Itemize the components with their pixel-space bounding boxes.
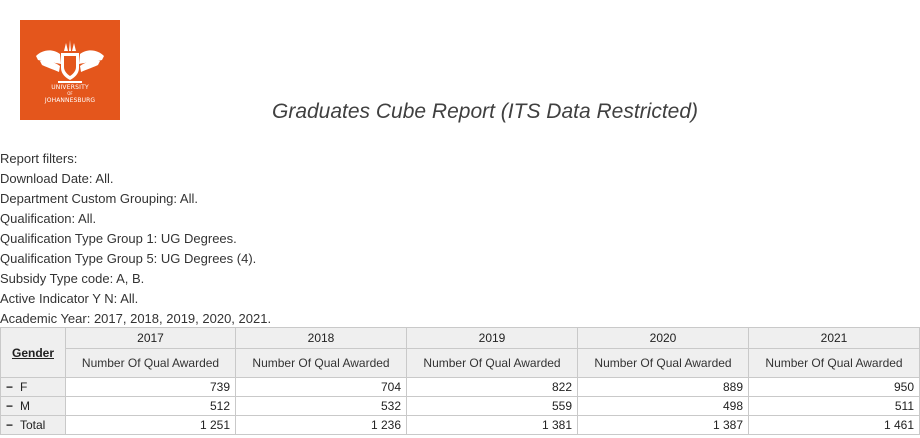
filter-download-date: Download Date: All. [0, 171, 114, 186]
row-label-m: M [20, 399, 30, 413]
cell-total-2021: 1 461 [748, 415, 920, 435]
pivot-table: Gender 2017 2018 2019 2020 2021 Number O… [0, 327, 920, 435]
row-header-m[interactable]: − M [0, 396, 66, 416]
filter-qualification: Qualification: All. [0, 211, 97, 226]
logo-text-university: UNIVERSITY [51, 84, 89, 91]
measure-header-2021: Number Of Qual Awarded [748, 348, 920, 378]
cell-total-2018: 1 236 [235, 415, 407, 435]
cell-m-2018: 532 [235, 396, 407, 416]
university-logo: UNIVERSITY OF JOHANNESBURG [20, 20, 120, 120]
row-header-f[interactable]: − F [0, 377, 66, 397]
cell-total-2017: 1 251 [65, 415, 236, 435]
cell-f-2017: 739 [65, 377, 236, 397]
logo-text-of: OF [67, 91, 73, 96]
cell-m-2019: 559 [406, 396, 578, 416]
row-header-total[interactable]: − Total [0, 415, 66, 435]
year-header-2020[interactable]: 2020 [577, 327, 749, 349]
cell-total-2019: 1 381 [406, 415, 578, 435]
filter-subsidy-type: Subsidy Type code: A, B. [0, 271, 145, 286]
cell-m-2020: 498 [577, 396, 749, 416]
measure-header-2017: Number Of Qual Awarded [65, 348, 236, 378]
filter-academic-year: Academic Year: 2017, 2018, 2019, 2020, 2… [0, 311, 272, 326]
report-title: Graduates Cube Report (ITS Data Restrict… [272, 100, 699, 123]
filter-department-grouping: Department Custom Grouping: All. [0, 191, 198, 206]
table-row-m: − M 512 532 559 498 511 [0, 396, 920, 416]
cell-f-2018: 704 [235, 377, 407, 397]
table-row-f: − F 739 704 822 889 950 [0, 377, 920, 397]
report-filters: Report filters: Download Date: All. Depa… [0, 149, 271, 329]
gender-column-header[interactable]: Gender [0, 327, 66, 378]
logo-text-johannesburg: JOHANNESBURG [44, 97, 96, 104]
filter-active-indicator: Active Indicator Y N: All. [0, 291, 139, 306]
year-header-2017[interactable]: 2017 [65, 327, 236, 349]
filters-heading: Report filters: [0, 151, 78, 166]
measure-header-2020: Number Of Qual Awarded [577, 348, 749, 378]
year-header-2019[interactable]: 2019 [406, 327, 578, 349]
collapse-toggle-f[interactable]: − [6, 380, 14, 394]
filter-qualification-type-group-1: Qualification Type Group 1: UG Degrees. [0, 231, 237, 246]
row-label-total: Total [20, 418, 46, 432]
cell-f-2021: 950 [748, 377, 920, 397]
cell-f-2020: 889 [577, 377, 749, 397]
measure-header-2018: Number Of Qual Awarded [235, 348, 407, 378]
year-header-2018[interactable]: 2018 [235, 327, 407, 349]
measure-header-2019: Number Of Qual Awarded [406, 348, 578, 378]
collapse-toggle-total[interactable]: − [6, 418, 14, 432]
crest-icon [36, 40, 104, 83]
filter-qualification-type-group-5: Qualification Type Group 5: UG Degrees (… [0, 251, 257, 266]
cell-m-2017: 512 [65, 396, 236, 416]
cell-total-2020: 1 387 [577, 415, 749, 435]
table-row-total: − Total 1 251 1 236 1 381 1 387 1 461 [0, 415, 920, 435]
year-header-2021[interactable]: 2021 [748, 327, 920, 349]
row-label-f: F [20, 380, 28, 394]
cell-m-2021: 511 [748, 396, 920, 416]
collapse-toggle-m[interactable]: − [6, 399, 14, 413]
cell-f-2019: 822 [406, 377, 578, 397]
